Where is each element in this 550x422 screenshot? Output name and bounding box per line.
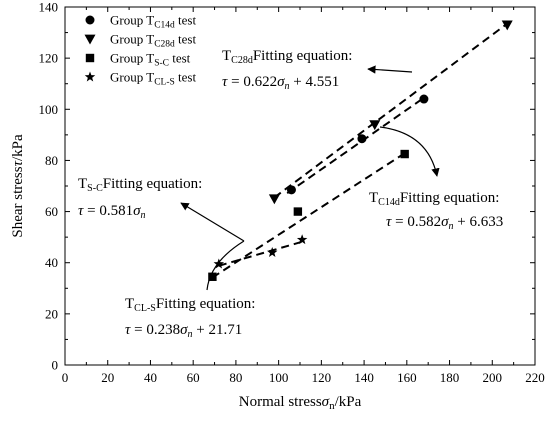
x-tick-label: 100	[269, 370, 289, 385]
y-tick-label: 20	[45, 306, 58, 321]
data-point-cl-s	[296, 234, 308, 245]
annotation-equation-c28d: τ = 0.622σn + 4.551	[222, 74, 339, 92]
legend-marker-c28d	[84, 34, 96, 45]
x-tick-label: 60	[187, 370, 200, 385]
arrow-c14d	[379, 126, 440, 177]
x-tick-label: 120	[312, 370, 332, 385]
axis-titles: Normal stressσn/kPa Shear stressτ/kPa	[10, 134, 362, 412]
data-point-cl-s	[267, 246, 278, 257]
x-tick-label: 20	[101, 370, 114, 385]
tick-marks	[64, 6, 536, 366]
y-axis-title: Shear stressτ/kPa	[10, 134, 26, 238]
fit-lines	[211, 22, 508, 279]
fit-line-c14d	[286, 96, 425, 194]
annotations: TC28dFitting equation: τ = 0.622σn + 4.55…	[78, 48, 503, 340]
data-point-c14d	[357, 134, 367, 144]
x-tick-label: 160	[397, 370, 417, 385]
data-point-c28d	[501, 20, 513, 31]
y-tick-label: 140	[39, 0, 59, 15]
legend-marker-cl-s	[84, 71, 96, 82]
y-tick-label: 60	[45, 204, 58, 219]
data-point-s-c	[293, 207, 303, 216]
y-tick-label: 80	[45, 153, 58, 168]
x-tick-label: 40	[144, 370, 157, 385]
tick-labels: 0 20 40 60 80 100 120 140 160 180 200 220 0 20 40 60 80 1…	[39, 0, 545, 385]
annotation-equation-cls: τ = 0.238σn + 21.71	[125, 322, 242, 340]
fit-line-cl-s	[218, 240, 303, 267]
data-point-s-c	[208, 272, 217, 281]
data-point-c28d	[268, 194, 280, 205]
data-point-c14d	[286, 185, 296, 195]
fit-line-c28d	[273, 22, 508, 199]
data-point-s-c	[400, 149, 409, 159]
x-tick-label: 0	[62, 370, 69, 385]
arrow-sc	[180, 202, 245, 242]
annotation-title-c28d: TC28dFitting equation:	[222, 48, 352, 66]
legend-label-c14d: Group TC14d test	[110, 13, 196, 31]
legend-label-s-c: Group TS-C test	[110, 51, 191, 69]
y-tick-label: 120	[39, 51, 59, 66]
x-tick-label: 80	[229, 370, 242, 385]
x-tick-label: 200	[483, 370, 503, 385]
x-tick-label: 220	[525, 370, 545, 385]
legend-label-cl-s: Group TCL-S test	[110, 70, 196, 88]
annotation-title-c14d: TC14dFitting equation:	[369, 190, 499, 208]
annotation-title-sc: TS-CFitting equation:	[78, 176, 202, 194]
x-tick-label: 140	[354, 370, 374, 385]
arrow-c28d	[367, 65, 413, 74]
data-points	[208, 20, 513, 281]
y-tick-label: 40	[45, 255, 58, 270]
data-point-cl-s	[213, 258, 225, 269]
arrow-cls	[206, 240, 245, 291]
annotation-equation-sc: τ = 0.581σn	[78, 203, 146, 221]
data-point-c28d	[369, 120, 381, 131]
legend-label-c28d: Group TC28d test	[110, 32, 196, 50]
x-axis-title: Normal stressσn/kPa	[239, 394, 362, 412]
x-tick-label: 180	[440, 370, 460, 385]
legend-marker-c14d	[85, 15, 95, 25]
annotation-equation-c14d: τ = 0.582σn + 6.633	[386, 214, 503, 232]
annotation-title-cls: TCL-SFitting equation:	[125, 296, 255, 314]
legend-marker-s-c	[85, 53, 95, 63]
y-tick-label: 0	[52, 358, 59, 373]
data-point-c14d	[419, 94, 429, 104]
y-tick-label: 100	[39, 102, 59, 117]
